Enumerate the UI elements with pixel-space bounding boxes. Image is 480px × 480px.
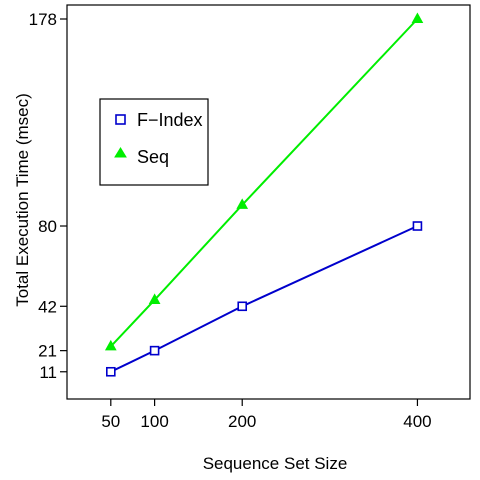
data-point	[149, 345, 160, 356]
series-line-seq	[110, 18, 419, 348]
x-tick-label: 400	[403, 412, 431, 431]
series-line-f-index	[110, 225, 418, 373]
data-point	[148, 293, 161, 304]
series-seq	[104, 12, 424, 351]
data-point	[236, 198, 249, 209]
x-tick-label: 100	[140, 412, 168, 431]
plot-frame	[66, 4, 471, 400]
series-group	[104, 12, 424, 377]
series-f-index	[106, 221, 423, 377]
y-axis-label: Total Execution Time (msec)	[13, 93, 32, 307]
legend-label-seq: Seq	[137, 147, 169, 167]
y-tick-label: 21	[38, 342, 57, 361]
legend: F−Index Seq	[99, 98, 209, 186]
legend-box	[99, 98, 209, 186]
data-point	[237, 301, 248, 312]
y-tick-label: 178	[29, 10, 57, 29]
data-point	[411, 12, 424, 23]
x-tick-label: 200	[228, 412, 256, 431]
legend-label-f-index: F−Index	[137, 110, 203, 130]
x-axis: 50 100 200 400	[101, 399, 432, 431]
legend-marker-seq	[114, 147, 127, 158]
data-point	[104, 339, 117, 351]
y-axis: 11 21 42 80 178	[29, 10, 67, 382]
y-tick-label: 80	[38, 217, 57, 236]
data-point	[412, 221, 423, 231]
x-tick-label: 50	[101, 412, 120, 431]
data-point	[106, 366, 116, 377]
plot-border	[66, 4, 471, 400]
x-axis-label: Sequence Set Size	[203, 454, 348, 473]
legend-marker-f-index	[115, 114, 126, 125]
y-tick-label: 11	[39, 363, 57, 382]
y-tick-label: 42	[38, 297, 57, 316]
